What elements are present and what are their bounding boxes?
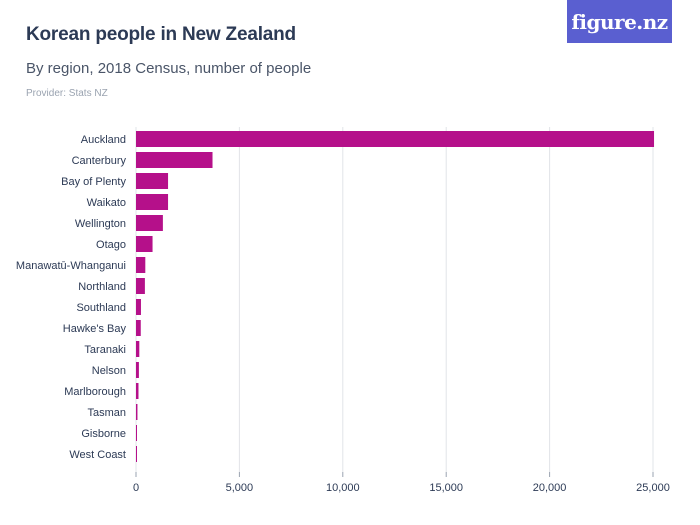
bar — [136, 194, 169, 210]
bar — [136, 299, 141, 315]
bar — [136, 383, 139, 399]
category-label: Wellington — [75, 218, 126, 230]
chart-subtitle: By region, 2018 Census, number of people — [26, 60, 312, 77]
bar — [136, 320, 141, 336]
bar — [136, 341, 140, 357]
category-label: Canterbury — [72, 155, 127, 167]
category-label: Nelson — [92, 365, 126, 377]
category-label: West Coast — [69, 449, 126, 461]
chart-title: Korean people in New Zealand — [26, 24, 296, 45]
bar — [136, 152, 213, 168]
x-tick-label: 0 — [133, 482, 139, 494]
category-label: Northland — [78, 281, 126, 293]
category-label: Gisborne — [81, 428, 126, 440]
x-tick-label: 15,000 — [429, 482, 463, 494]
bar — [136, 215, 163, 231]
bar — [136, 236, 153, 252]
category-label: Tasman — [87, 407, 126, 419]
x-tick-label: 20,000 — [533, 482, 567, 494]
bar — [136, 362, 139, 378]
bar — [136, 278, 145, 294]
bar — [136, 131, 655, 147]
category-label: Southland — [76, 302, 126, 314]
bar — [136, 446, 137, 462]
category-label: Hawke's Bay — [63, 323, 127, 335]
figure-nz-logo[interactable]: figure.nz — [567, 0, 672, 43]
category-label: Waikato — [87, 197, 126, 209]
bar — [136, 404, 138, 420]
x-tick-label: 25,000 — [636, 482, 670, 494]
provider-note: Provider: Stats NZ — [26, 88, 108, 99]
category-label: Manawatū-Whanganui — [16, 260, 126, 272]
category-label: Auckland — [81, 134, 126, 146]
category-label: Taranaki — [84, 344, 126, 356]
category-label: Bay of Plenty — [61, 176, 126, 188]
category-label: Marlborough — [64, 386, 126, 398]
x-tick-label: 5,000 — [226, 482, 254, 494]
category-label: Otago — [96, 239, 126, 251]
bar — [136, 173, 169, 189]
bar — [136, 425, 137, 441]
x-tick-label: 10,000 — [326, 482, 360, 494]
bar — [136, 257, 146, 273]
